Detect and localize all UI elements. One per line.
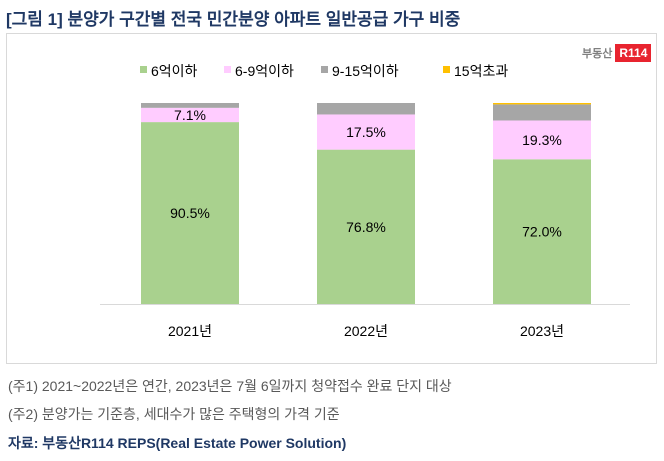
chart-frame bbox=[6, 33, 657, 364]
bar-2-2 bbox=[493, 104, 591, 121]
legend-swatch-3 bbox=[443, 66, 450, 73]
bar-2-0 bbox=[493, 159, 591, 304]
x-tick-label-2: 2023년 bbox=[520, 323, 564, 339]
legend-label-2: 9-15억이하 bbox=[332, 63, 399, 79]
data-label-1-1: 17.5% bbox=[346, 124, 386, 140]
legend-label-0: 6억이하 bbox=[151, 63, 198, 79]
x-tick-label-0: 2021년 bbox=[168, 323, 212, 339]
legend-swatch-0 bbox=[140, 66, 147, 73]
data-label-1-0: 76.8% bbox=[346, 219, 386, 235]
data-label-2-1: 19.3% bbox=[522, 132, 562, 148]
bar-1-2 bbox=[317, 103, 415, 115]
bar-0-2 bbox=[141, 103, 239, 108]
data-label-2-0: 72.0% bbox=[522, 224, 562, 240]
logo-badge: R114 bbox=[615, 44, 652, 62]
bar-2-3 bbox=[493, 103, 591, 105]
chart-title: [그림 1] 분양가 구간별 전국 민간분양 아파트 일반공급 가구 비중 bbox=[6, 10, 461, 29]
r114-logo: 부동산 R114 bbox=[582, 44, 652, 62]
bar-1-0 bbox=[317, 149, 415, 304]
legend-swatch-2 bbox=[321, 66, 328, 73]
x-tick-label-1: 2022년 bbox=[344, 323, 388, 339]
note-2: (주2) 분양가는 기준층, 세대수가 많은 주택형의 가격 기준 bbox=[8, 406, 340, 422]
source: 자료: 부동산R114 REPS(Real Estate Power Solut… bbox=[8, 435, 347, 451]
data-label-0-1: 7.1% bbox=[174, 107, 206, 123]
legend-label-3: 15억초과 bbox=[454, 63, 508, 79]
bar-1-1 bbox=[317, 114, 415, 150]
bar-2-1 bbox=[493, 120, 591, 160]
bar-0-1 bbox=[141, 107, 239, 123]
bar-0-0 bbox=[141, 122, 239, 304]
data-label-0-0: 90.5% bbox=[170, 205, 210, 221]
note-1: (주1) 2021~2022년은 연간, 2023년은 7월 6일까지 청약접수… bbox=[8, 378, 452, 394]
legend-label-1: 6-9억이하 bbox=[235, 63, 294, 79]
legend-swatch-1 bbox=[224, 66, 231, 73]
logo-text: 부동산 bbox=[582, 48, 613, 60]
